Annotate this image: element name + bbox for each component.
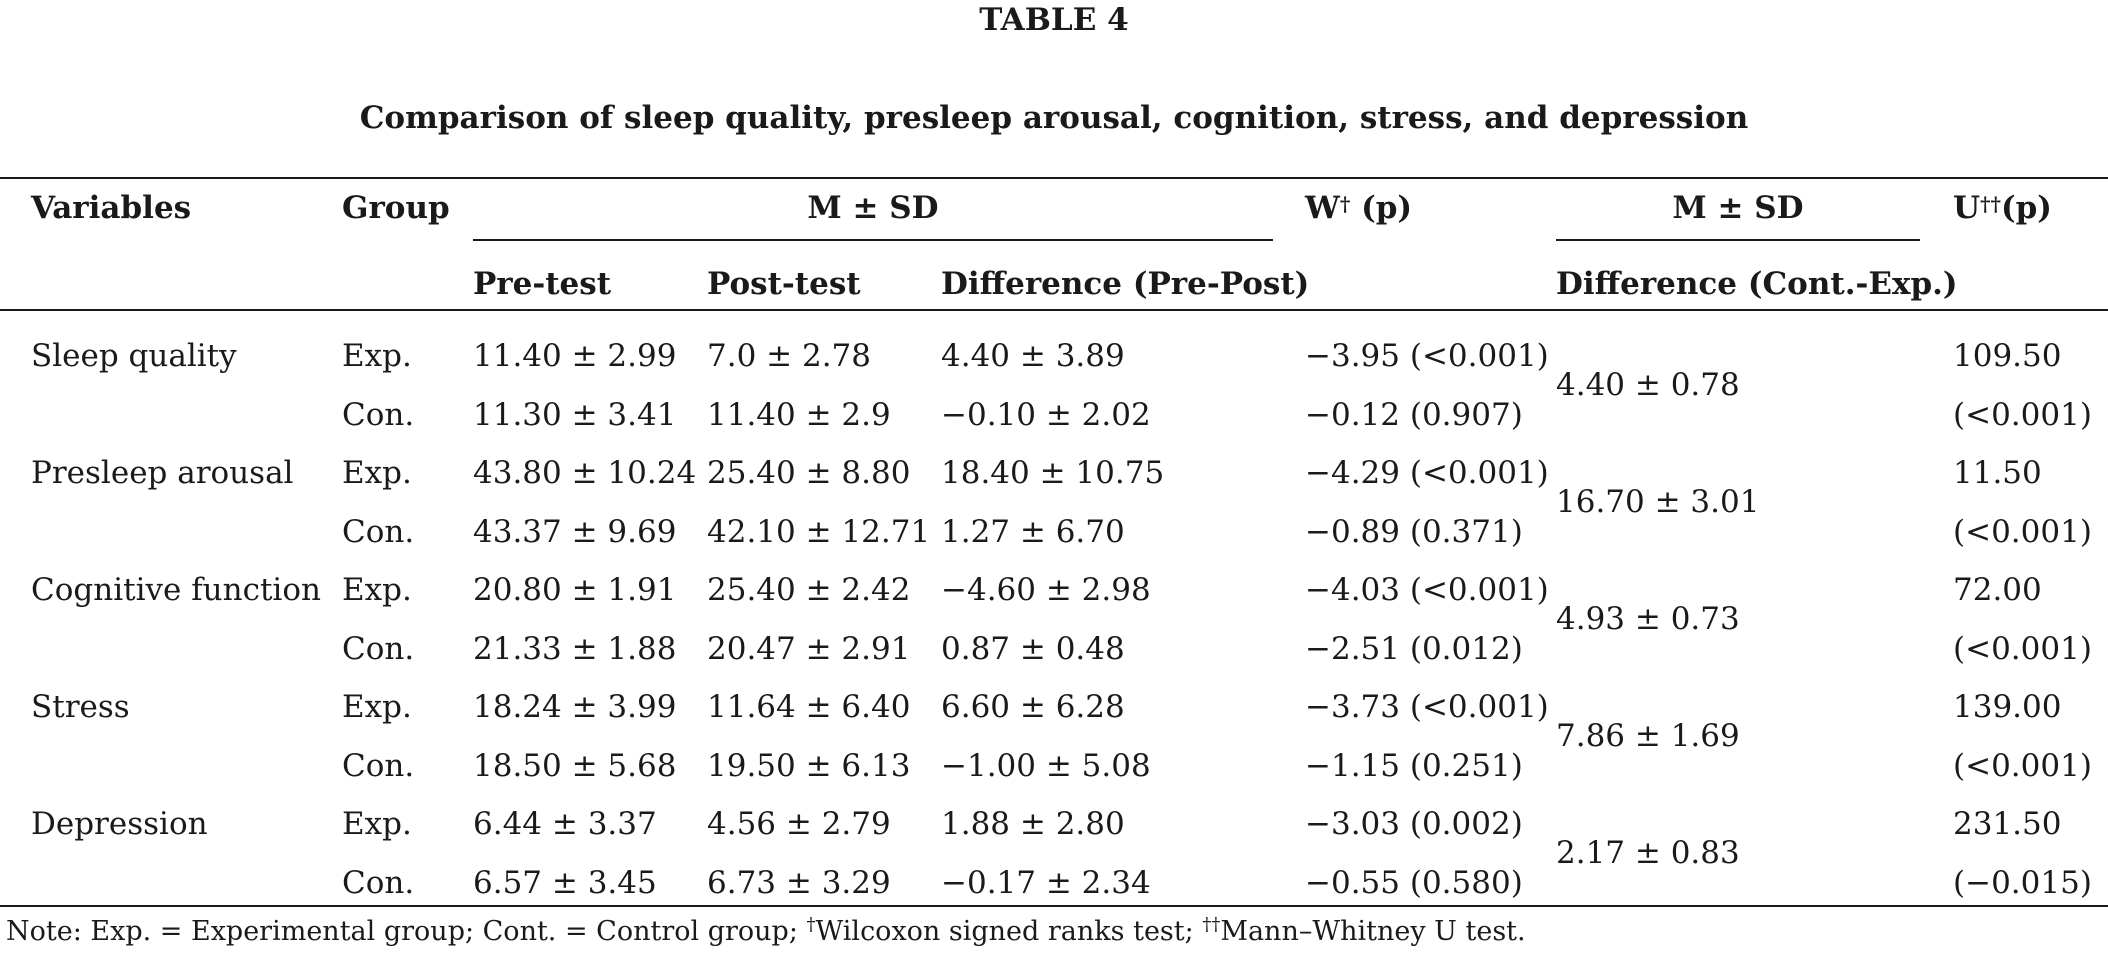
header-diff-contexp: Difference (Cont.-Exp.) — [1556, 266, 1958, 302]
row-con-pre: 18.50 ± 5.68 — [473, 747, 677, 784]
row-variable: Stress — [31, 689, 130, 725]
row-exp-post: 25.40 ± 2.42 — [707, 572, 911, 608]
row-u-p: (<0.001) — [1953, 513, 2092, 550]
row-u-value: 139.00 — [1953, 689, 2062, 725]
row-exp-post: 4.56 ± 2.79 — [707, 806, 891, 842]
table-label: TABLE 4 — [979, 2, 1129, 38]
row-diff-contexp: 4.40 ± 0.78 — [1556, 367, 1740, 404]
row-con-group: Con. — [342, 630, 415, 667]
row-con-w: −2.51 (0.012) — [1305, 630, 1523, 667]
header-diff-prepost: Difference (Pre-Post) — [941, 266, 1310, 302]
row-u-p: (−0.015) — [1953, 864, 2092, 901]
row-u-value: 231.50 — [1953, 806, 2062, 842]
row-exp-w: −3.95 (<0.001) — [1305, 338, 1549, 374]
row-con-diff: −0.10 ± 2.02 — [941, 396, 1151, 433]
row-con-post: 19.50 ± 6.13 — [707, 747, 911, 784]
row-exp-diff: 4.40 ± 3.89 — [941, 338, 1125, 374]
row-diff-contexp: 7.86 ± 1.69 — [1556, 718, 1740, 755]
row-con-post: 6.73 ± 3.29 — [707, 864, 891, 901]
row-con-post: 42.10 ± 12.71 — [707, 513, 931, 550]
header-pretest: Pre-test — [473, 266, 612, 302]
row-variable: Cognitive function — [31, 572, 321, 608]
row-exp-w: −4.29 (<0.001) — [1305, 455, 1549, 491]
row-con-pre: 43.37 ± 9.69 — [473, 513, 677, 550]
header-group: Group — [342, 190, 450, 226]
row-con-diff: −1.00 ± 5.08 — [941, 747, 1151, 784]
header-u-dagger: †† — [1980, 192, 2001, 216]
row-con-group: Con. — [342, 396, 415, 433]
row-con-group: Con. — [342, 864, 415, 901]
row-exp-group: Exp. — [342, 572, 412, 608]
header-w: W† (p) — [1305, 188, 1412, 228]
header-w-dagger: † — [1339, 192, 1351, 216]
row-exp-pre: 18.24 ± 3.99 — [473, 689, 677, 725]
row-u-value: 72.00 — [1953, 572, 2042, 608]
header-u: U††(p) — [1953, 188, 2052, 228]
row-con-diff: −0.17 ± 2.34 — [941, 864, 1151, 901]
row-variable: Sleep quality — [31, 338, 237, 374]
header-bottom-rule — [0, 309, 2108, 311]
msd-right-underline — [1556, 239, 1920, 241]
row-con-group: Con. — [342, 513, 415, 550]
note-text-1: Note: Exp. = Experimental group; Cont. =… — [6, 916, 807, 947]
row-con-w: −1.15 (0.251) — [1305, 747, 1523, 784]
row-exp-w: −3.73 (<0.001) — [1305, 689, 1549, 725]
row-exp-pre: 43.80 ± 10.24 — [473, 455, 697, 491]
row-con-pre: 6.57 ± 3.45 — [473, 864, 657, 901]
note-text-3: Mann–Whitney U test. — [1220, 916, 1526, 947]
row-diff-contexp: 4.93 ± 0.73 — [1556, 601, 1740, 638]
row-exp-diff: 1.88 ± 2.80 — [941, 806, 1125, 842]
row-con-w: −0.12 (0.907) — [1305, 396, 1523, 433]
row-exp-group: Exp. — [342, 338, 412, 374]
row-exp-diff: −4.60 ± 2.98 — [941, 572, 1151, 608]
row-diff-contexp: 2.17 ± 0.83 — [1556, 835, 1740, 872]
row-con-post: 11.40 ± 2.9 — [707, 396, 891, 433]
header-u-p: (p) — [2000, 190, 2052, 226]
top-rule — [0, 177, 2108, 179]
row-variable: Presleep arousal — [31, 455, 294, 491]
row-variable: Depression — [31, 806, 208, 842]
row-con-group: Con. — [342, 747, 415, 784]
header-u-symbol: U — [1953, 190, 1981, 226]
row-con-w: −0.89 (0.371) — [1305, 513, 1523, 550]
row-u-p: (<0.001) — [1953, 396, 2092, 433]
row-exp-diff: 18.40 ± 10.75 — [941, 455, 1165, 491]
header-msd-left: M ± SD — [807, 190, 939, 226]
header-w-symbol: W — [1305, 190, 1340, 226]
row-u-value: 11.50 — [1953, 455, 2042, 491]
header-w-p: (p) — [1361, 190, 1413, 226]
row-con-pre: 11.30 ± 3.41 — [473, 396, 677, 433]
header-posttest: Post-test — [707, 266, 861, 302]
header-variables: Variables — [31, 190, 192, 226]
table-title: Comparison of sleep quality, presleep ar… — [359, 100, 1749, 136]
row-exp-pre: 20.80 ± 1.91 — [473, 572, 677, 608]
row-con-pre: 21.33 ± 1.88 — [473, 630, 677, 667]
row-con-w: −0.55 (0.580) — [1305, 864, 1523, 901]
row-exp-post: 7.0 ± 2.78 — [707, 338, 872, 374]
row-con-diff: 0.87 ± 0.48 — [941, 630, 1125, 667]
note-text-2: Wilcoxon signed ranks test; — [815, 916, 1203, 947]
row-exp-diff: 6.60 ± 6.28 — [941, 689, 1125, 725]
table-note: Note: Exp. = Experimental group; Cont. =… — [6, 914, 1526, 947]
row-u-p: (<0.001) — [1953, 747, 2092, 784]
row-exp-group: Exp. — [342, 455, 412, 491]
row-con-post: 20.47 ± 2.91 — [707, 630, 911, 667]
row-exp-group: Exp. — [342, 689, 412, 725]
row-exp-group: Exp. — [342, 806, 412, 842]
header-msd-right: M ± SD — [1672, 190, 1804, 226]
row-con-diff: 1.27 ± 6.70 — [941, 513, 1125, 550]
note-dagger-2: †† — [1202, 914, 1221, 935]
row-exp-w: −4.03 (<0.001) — [1305, 572, 1549, 608]
row-exp-post: 25.40 ± 8.80 — [707, 455, 911, 491]
row-u-p: (<0.001) — [1953, 630, 2092, 667]
row-exp-w: −3.03 (0.002) — [1305, 806, 1523, 842]
row-u-value: 109.50 — [1953, 338, 2062, 374]
row-exp-pre: 11.40 ± 2.99 — [473, 338, 677, 374]
row-diff-contexp: 16.70 ± 3.01 — [1556, 484, 1760, 521]
msd-left-underline — [473, 239, 1273, 241]
row-exp-pre: 6.44 ± 3.37 — [473, 806, 657, 842]
note-dagger-1: † — [806, 914, 816, 935]
row-exp-post: 11.64 ± 6.40 — [707, 689, 911, 725]
table-bottom-rule — [0, 905, 2108, 907]
